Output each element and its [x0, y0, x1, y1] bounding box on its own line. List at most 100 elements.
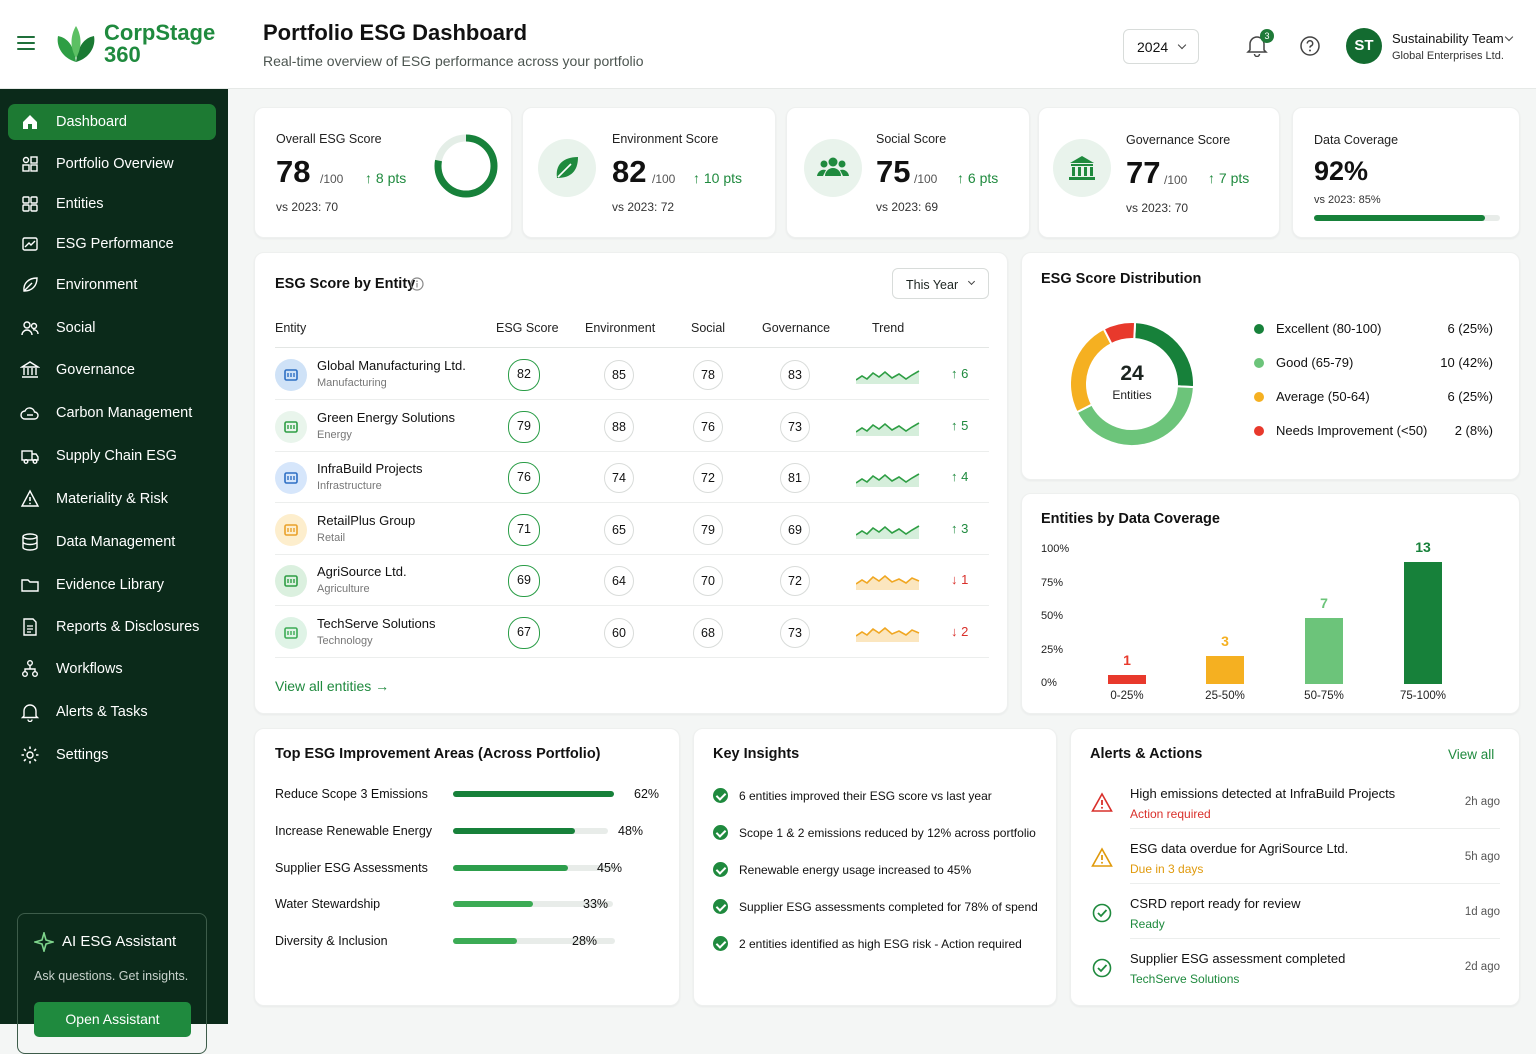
cloud-icon — [20, 407, 39, 420]
donut-center-label: Entities — [1112, 388, 1152, 402]
column-header[interactable]: Trend — [872, 321, 905, 335]
bar[interactable] — [1305, 618, 1343, 684]
period-select[interactable]: This Year — [892, 268, 989, 299]
building-icon — [20, 361, 40, 378]
sidebar-item-alerts-tasks[interactable]: Alerts & Tasks — [8, 694, 216, 730]
bar[interactable] — [1108, 674, 1146, 684]
entity-logo — [275, 616, 307, 649]
sidebar-item-evidence-library[interactable]: Evidence Library — [8, 567, 216, 603]
entity-name[interactable]: Global Manufacturing Ltd. — [317, 358, 466, 373]
sidebar-item-environment[interactable]: Environment — [8, 267, 216, 303]
page-subtitle: Real-time overview of ESG performance ac… — [263, 53, 644, 69]
column-header[interactable]: Governance — [762, 321, 831, 335]
table-row[interactable]: RetailPlus Group Retail 71 65 79 69 ↑ 3 — [275, 503, 989, 555]
entity-name[interactable]: Green Energy Solutions — [317, 409, 456, 425]
kpi-label: Overall ESG Score — [276, 132, 382, 146]
sidebar-item-label: Carbon Management — [56, 405, 193, 421]
table-row[interactable]: AgriSource Ltd. Agriculture 69 64 70 72 ↓ 1 — [275, 554, 989, 606]
help-icon[interactable] — [1300, 36, 1320, 56]
governance-score: 81 — [780, 463, 810, 493]
trend-up: ↑ 5 — [951, 418, 968, 433]
coverage-bar — [1314, 215, 1500, 221]
sidebar-item-data-management[interactable]: Data Management — [8, 524, 216, 560]
table-row[interactable]: Global Manufacturing Ltd. Manufacturing 82… — [275, 348, 989, 400]
kpi-compare: vs 2023: 85% — [1314, 194, 1381, 206]
alert-title[interactable]: High emissions detected at InfraBuild Pr… — [1130, 786, 1396, 801]
arrow-up-icon: ↑ — [951, 417, 962, 433]
entity-sector: Infrastructure — [317, 480, 382, 492]
improvement-bar-fill — [453, 827, 575, 834]
entity-sector: Manufacturing — [317, 377, 387, 389]
coverage-chart-title: Entities by Data Coverage — [1041, 511, 1220, 527]
sidebar-item-entities[interactable]: Entities — [8, 186, 216, 222]
menu-icon[interactable] — [17, 36, 35, 50]
sidebar-item-settings[interactable]: Settings — [8, 737, 216, 773]
check-icon — [713, 936, 728, 951]
table-row[interactable]: TechServe Solutions Technology 67 60 68 73 ↓ 2 — [275, 606, 989, 658]
folder-icon — [21, 579, 39, 592]
open-assistant-button[interactable]: Open Assistant — [34, 1002, 191, 1037]
sidebar-item-dashboard[interactable]: Dashboard — [8, 104, 216, 140]
bar[interactable] — [1206, 655, 1244, 684]
info-icon[interactable] — [410, 277, 424, 291]
sidebar-item-label: Dashboard — [56, 114, 127, 130]
sidebar-item-reports-disclosures[interactable]: Reports & Disclosures — [8, 609, 216, 645]
improvement-bar — [453, 791, 614, 797]
sidebar-item-label: Workflows — [56, 661, 123, 677]
column-header[interactable]: ESG Score — [496, 321, 559, 335]
alert-title[interactable]: ESG data overdue for AgriSource Ltd. — [1130, 841, 1349, 856]
sidebar-item-materiality-risk[interactable]: Materiality & Risk — [8, 481, 216, 517]
sidebar-item-governance[interactable]: Governance — [8, 352, 216, 388]
bar[interactable] — [1404, 562, 1442, 684]
column-header[interactable]: Social — [691, 321, 726, 335]
sidebar-item-portfolio-overview[interactable]: Portfolio Overview — [8, 146, 216, 182]
alert-status: Action required — [1130, 807, 1211, 821]
home-icon — [23, 115, 37, 129]
year-select[interactable]: 2024 — [1123, 29, 1199, 64]
x-tick-label: 0-25% — [1110, 690, 1144, 702]
performance-icon — [22, 237, 38, 251]
insight-text: Scope 1 & 2 emissions reduced by 12% acr… — [739, 826, 1036, 840]
sidebar-item-carbon-management[interactable]: Carbon Management — [8, 395, 216, 431]
donut-slice[interactable] — [1102, 321, 1137, 346]
entity-name[interactable]: RetailPlus Group — [317, 512, 416, 528]
check-icon — [713, 788, 728, 803]
arrow-down-icon: ↓ — [951, 623, 962, 639]
sidebar-item-label: ESG Performance — [56, 236, 174, 252]
column-header[interactable]: Environment — [585, 321, 656, 335]
legend-dot — [1254, 324, 1264, 334]
improvement-pct: 48% — [618, 823, 644, 838]
kpi-max: /100 — [1164, 173, 1188, 187]
sidebar-item-esg-performance[interactable]: ESG Performance — [8, 226, 216, 262]
entity-name[interactable]: AgriSource Ltd. — [317, 564, 407, 579]
report-icon — [23, 618, 37, 636]
entity-name[interactable]: TechServe Solutions — [317, 615, 436, 631]
y-tick-label: 25% — [1041, 644, 1064, 656]
legend-dot — [1254, 426, 1264, 436]
x-tick-label: 50-75% — [1304, 690, 1344, 702]
table-row[interactable]: Green Energy Solutions Energy 79 88 76 73 ↑ 5 — [275, 400, 989, 452]
alerts-view-all-link[interactable]: View all — [1448, 747, 1495, 762]
alerts-card — [1070, 728, 1520, 1006]
alert-title[interactable]: Supplier ESG assessment completed — [1130, 951, 1346, 966]
trend-delta: 2 — [961, 623, 969, 639]
trend-delta: 5 — [961, 417, 969, 433]
sidebar-item-label: Data Management — [56, 534, 176, 550]
sidebar-item-supply-chain-esg[interactable]: Supply Chain ESG — [8, 438, 216, 474]
avatar[interactable]: ST — [1346, 28, 1382, 64]
truck-icon — [21, 450, 39, 464]
legend-dot — [1254, 392, 1264, 402]
chevron-down-icon[interactable] — [1504, 32, 1514, 42]
sidebar-item-workflows[interactable]: Workflows — [8, 651, 216, 687]
alert-title[interactable]: CSRD report ready for review — [1130, 896, 1301, 911]
brand-name: CorpStage 360 — [104, 20, 216, 67]
user-name[interactable]: Sustainability Team — [1392, 31, 1504, 46]
improvement-title: Top ESG Improvement Areas (Across Portfo… — [275, 746, 601, 762]
sidebar-item-social[interactable]: Social — [8, 310, 216, 346]
table-row[interactable]: InfraBuild Projects Infrastructure 76 74 72 8… — [275, 451, 989, 503]
alerts-title: Alerts & Actions — [1090, 746, 1203, 762]
view-all-entities-link[interactable]: View all entities → — [275, 678, 390, 694]
leaf-icon — [23, 277, 38, 292]
column-header[interactable]: Entity — [275, 321, 307, 335]
entity-name[interactable]: InfraBuild Projects — [317, 461, 423, 476]
